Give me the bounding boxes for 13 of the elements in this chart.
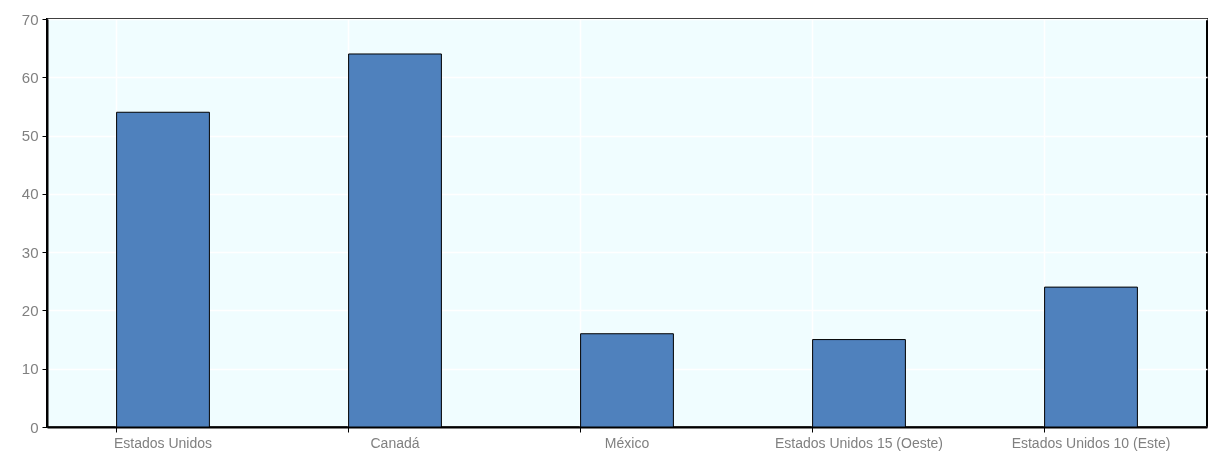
x-tick-label: Estados Unidos 15 (Oeste) — [774, 434, 944, 451]
y-tick-label: 20 — [21, 301, 39, 319]
y-tick-label: 0 — [30, 418, 39, 436]
x-tick-label: Canadá — [370, 434, 420, 451]
y-tick-label: 50 — [21, 127, 39, 145]
y-tick-label: 40 — [21, 185, 39, 203]
y-tick-label: 30 — [21, 243, 39, 261]
y-tick-label: 10 — [21, 360, 39, 378]
y-tick-label: 70 — [21, 10, 39, 28]
y-tick-label: 60 — [21, 68, 39, 86]
x-tick-label: Estados Unidos — [113, 434, 213, 451]
x-tick-label: México — [604, 434, 650, 451]
x-tick-label: Estados Unidos 10 (Este) — [1011, 434, 1171, 451]
